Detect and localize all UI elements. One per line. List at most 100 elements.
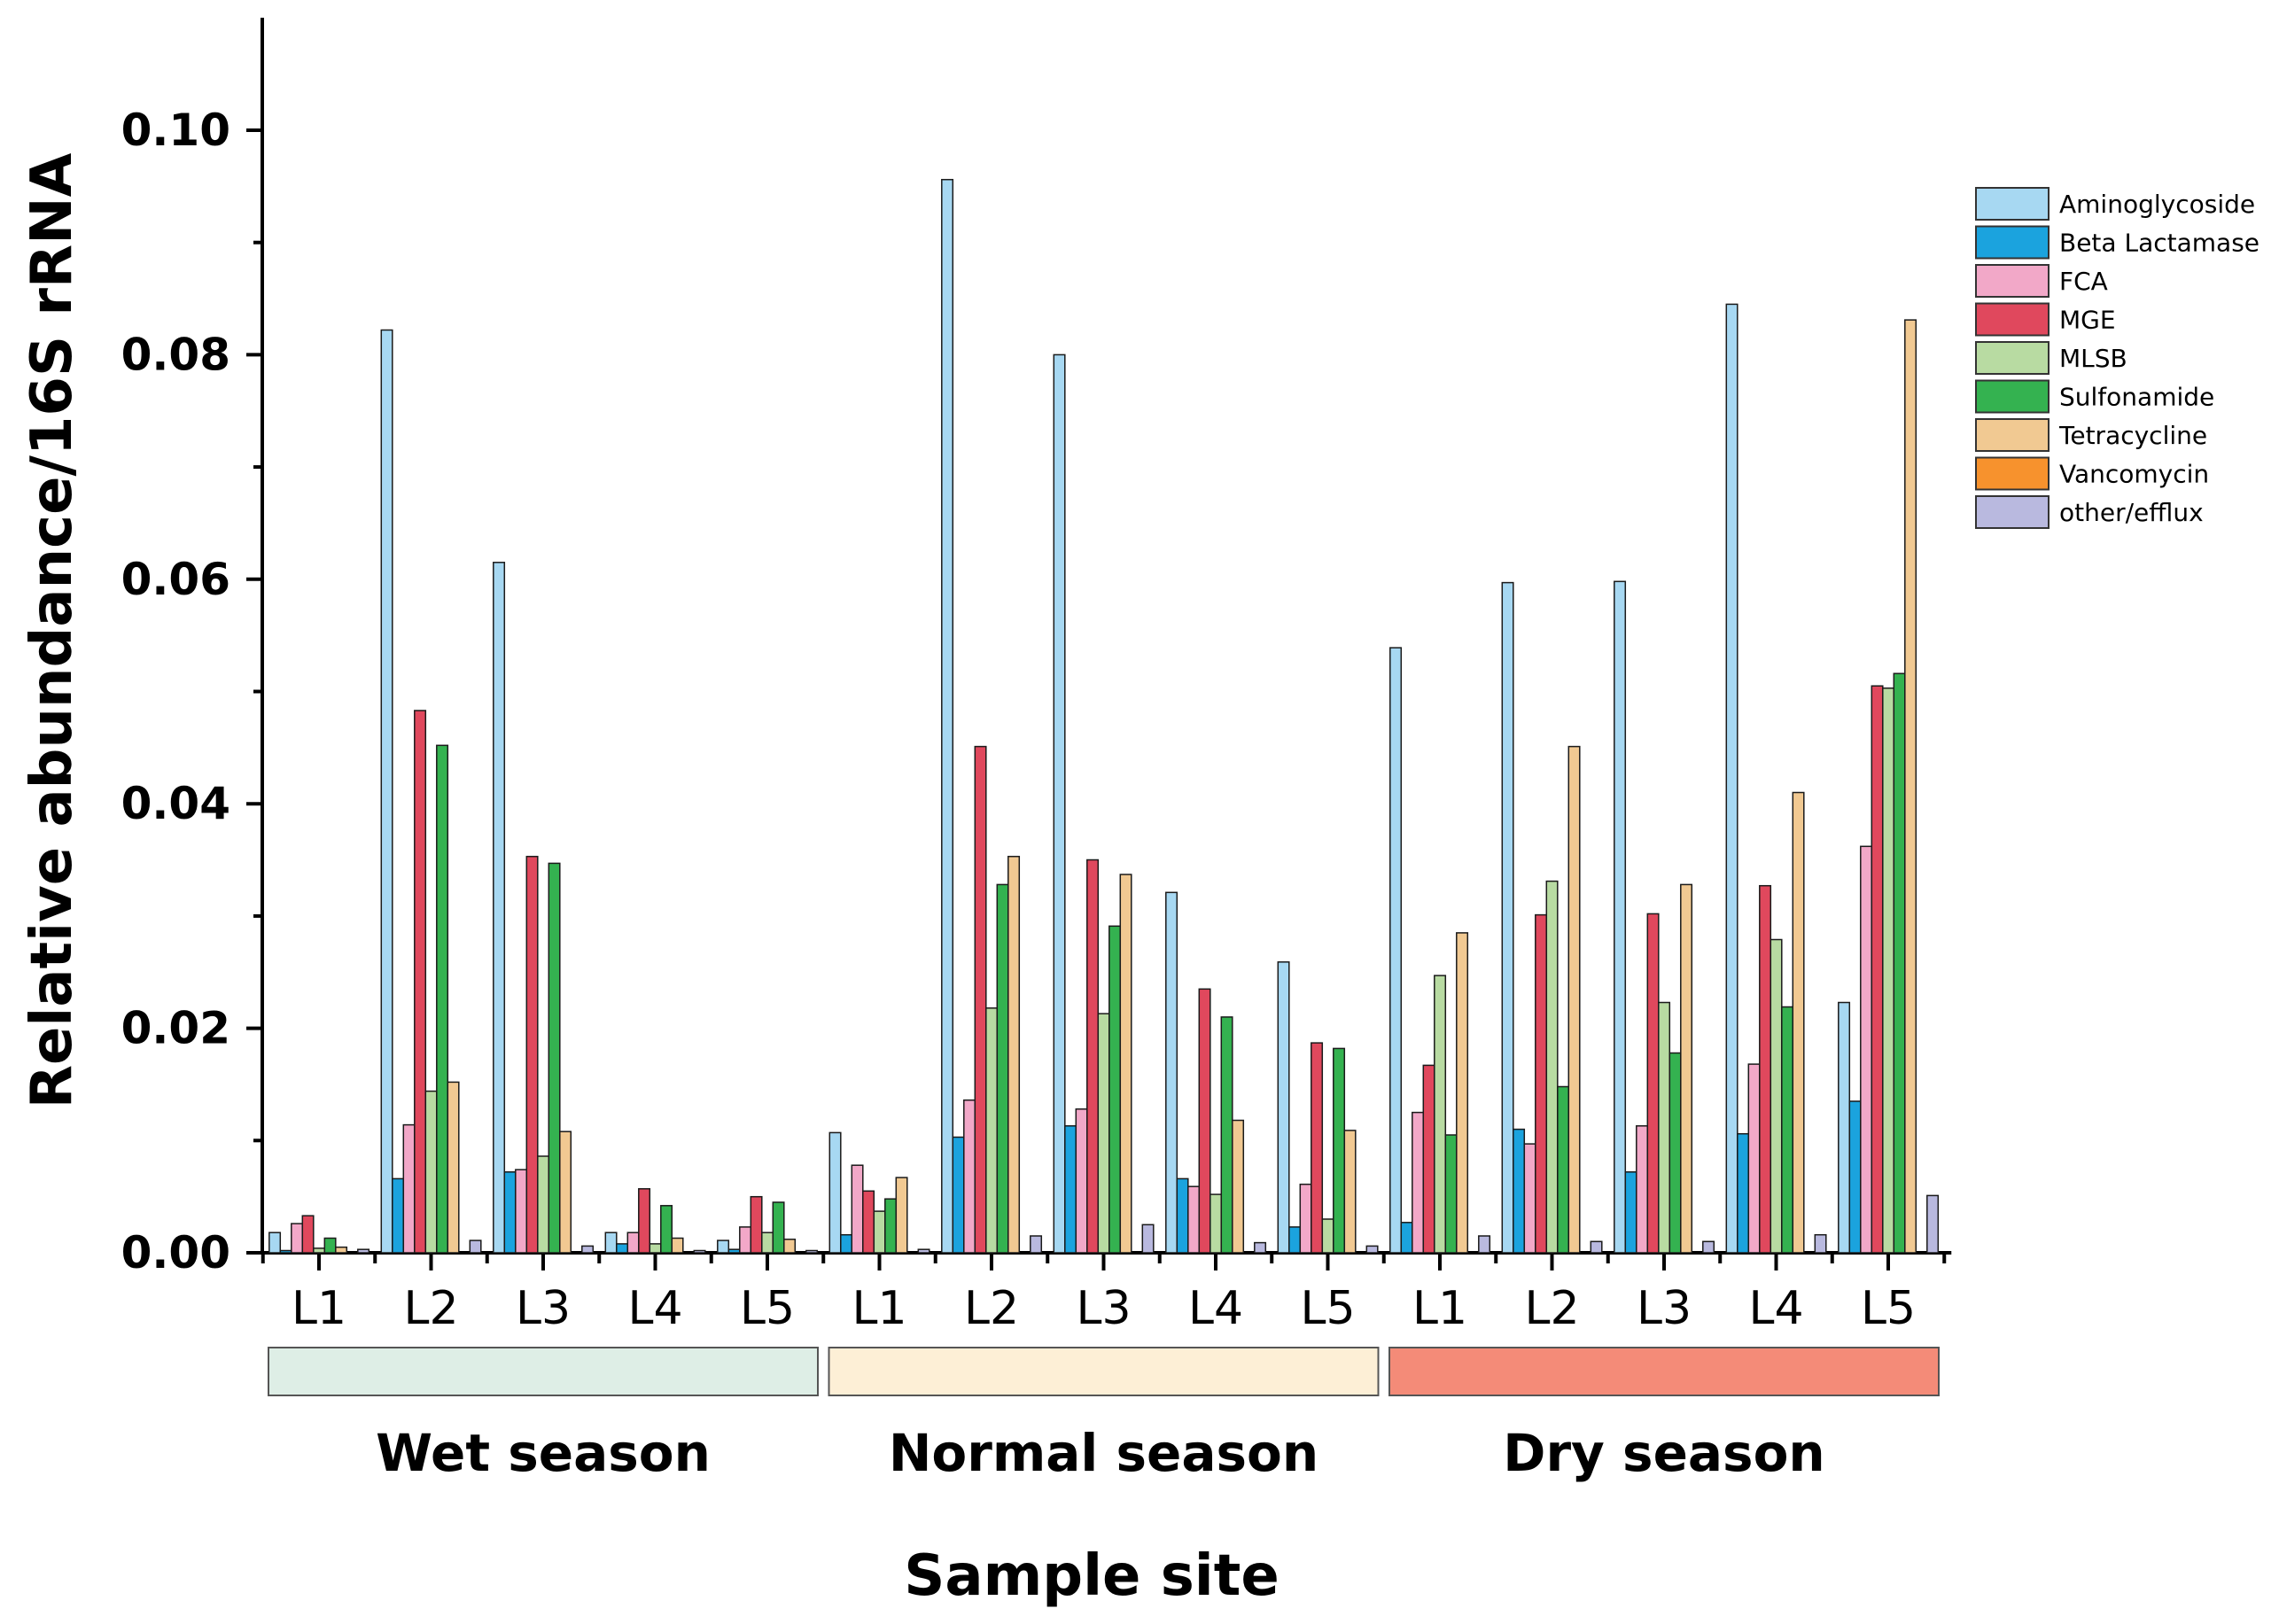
y-tick-label: 0.08 xyxy=(121,329,230,380)
x-tick-label: L3 xyxy=(1076,1282,1131,1335)
legend-label: MLSB xyxy=(2059,344,2127,373)
bar xyxy=(1119,874,1132,1254)
bar xyxy=(1333,1047,1346,1254)
bar xyxy=(1365,1245,1379,1254)
bar xyxy=(693,1249,706,1254)
bar xyxy=(392,1177,405,1254)
bar xyxy=(537,1155,550,1254)
bar xyxy=(805,1249,819,1254)
bar xyxy=(1501,581,1514,1254)
bar xyxy=(1210,1193,1223,1254)
x-axis-title: Sample site xyxy=(904,1543,1279,1609)
bar xyxy=(862,1190,875,1254)
bar xyxy=(323,1237,337,1254)
bar xyxy=(1513,1128,1526,1254)
bar xyxy=(717,1239,730,1254)
bar xyxy=(1680,883,1693,1254)
bar xyxy=(638,1188,651,1254)
bar xyxy=(1075,1108,1088,1254)
bar xyxy=(1781,1006,1794,1254)
legend-swatch xyxy=(1975,341,2050,375)
bar xyxy=(335,1246,348,1254)
bar xyxy=(268,1232,282,1254)
bar xyxy=(1848,1100,1862,1254)
bar xyxy=(447,1081,460,1254)
x-tick-label: L4 xyxy=(627,1282,682,1335)
legend-label: Aminoglycoside xyxy=(2059,190,2255,219)
y-axis: 0.00 0.02 0.04 0.06 0.08 0.10 xyxy=(121,18,264,1278)
bar xyxy=(996,883,1009,1254)
bar xyxy=(671,1237,684,1254)
bar xyxy=(1198,988,1211,1254)
bar xyxy=(604,1232,618,1254)
season-box xyxy=(268,1347,819,1396)
bar xyxy=(1792,791,1805,1254)
legend-swatch xyxy=(1975,418,2050,452)
bar xyxy=(1725,303,1738,1254)
bar xyxy=(1232,1119,1245,1254)
bar xyxy=(1535,913,1548,1254)
bar xyxy=(1860,845,1873,1254)
y-tick-label: 0.04 xyxy=(121,778,230,829)
bar xyxy=(402,1123,416,1254)
bar xyxy=(1770,938,1783,1254)
legend-label: FCA xyxy=(2059,267,2108,296)
bar xyxy=(1444,1134,1458,1254)
bar xyxy=(649,1243,662,1254)
x-tick-label: L3 xyxy=(516,1282,571,1335)
bar xyxy=(828,1131,842,1254)
bar xyxy=(1478,1235,1491,1254)
bar xyxy=(279,1249,292,1254)
bar xyxy=(1636,1125,1649,1254)
bar xyxy=(1108,925,1122,1254)
y-tick-label: 0.06 xyxy=(121,554,230,605)
x-tick-label: L5 xyxy=(740,1282,795,1335)
bar xyxy=(917,1248,930,1254)
legend-label: Sulfonamide xyxy=(2059,383,2214,412)
bar xyxy=(1311,1042,1324,1254)
bar xyxy=(1400,1222,1413,1254)
bar xyxy=(1299,1183,1312,1254)
bar xyxy=(1882,687,1895,1254)
bar xyxy=(357,1248,370,1254)
season-label: Dry season xyxy=(1503,1423,1824,1483)
bar xyxy=(1220,1016,1233,1254)
bar xyxy=(750,1195,763,1254)
x-axis: L1 L2 L3 L4 L5 L1 L2 L3 L4 L5 L1 L2 L3 L4 L5 xyxy=(261,1251,1952,1335)
bar xyxy=(1064,1125,1077,1254)
bar xyxy=(1893,672,1906,1254)
bar xyxy=(1759,884,1772,1254)
bar xyxy=(1747,1063,1761,1254)
bar xyxy=(301,1215,315,1254)
bar xyxy=(424,1090,438,1254)
legend-swatch xyxy=(1975,225,2050,260)
season-label: Wet season xyxy=(376,1423,711,1483)
legend: Aminoglycoside Beta Lactamase FCA MGE MLSB Su… xyxy=(1975,187,2260,529)
y-tick-label: 0.02 xyxy=(121,1003,230,1054)
bar xyxy=(313,1247,326,1254)
bar xyxy=(1814,1233,1827,1254)
bar xyxy=(414,710,427,1254)
season-box xyxy=(1388,1347,1940,1396)
bar xyxy=(1030,1235,1043,1254)
bar xyxy=(380,329,393,1254)
bar xyxy=(1838,1001,1851,1254)
bar xyxy=(1624,1171,1637,1254)
x-tick-label: L3 xyxy=(1637,1282,1692,1335)
legend-label: other/efflux xyxy=(2059,498,2204,527)
y-axis-title: Relative abundance/16S rRNA xyxy=(19,152,85,1108)
legend-label: Tetracycline xyxy=(2058,421,2207,450)
bar xyxy=(660,1205,673,1254)
x-tick-label: L5 xyxy=(1861,1282,1916,1335)
bar xyxy=(559,1131,572,1254)
bar xyxy=(525,855,539,1254)
y-tick-label: 0.10 xyxy=(121,105,230,156)
bar xyxy=(1567,745,1581,1254)
bar xyxy=(1557,1085,1570,1254)
bar xyxy=(1904,319,1917,1254)
bar xyxy=(1523,1143,1536,1254)
bar xyxy=(503,1171,517,1254)
bar xyxy=(840,1233,853,1254)
bar xyxy=(1590,1240,1603,1254)
